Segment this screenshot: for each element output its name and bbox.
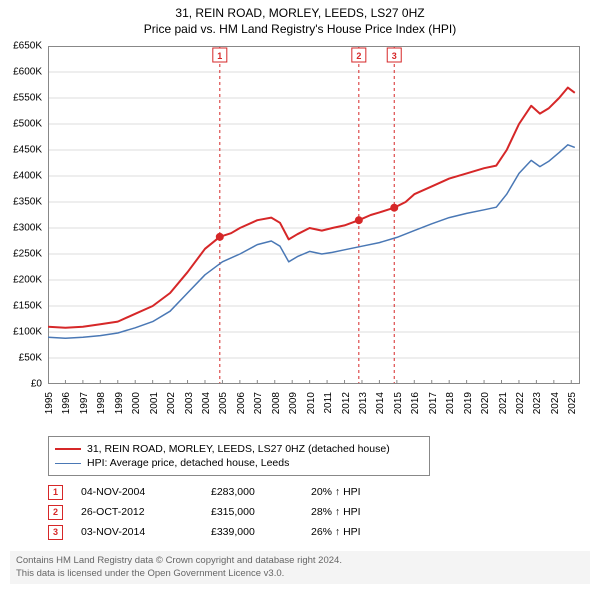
y-tick-label: £200K — [13, 275, 42, 286]
legend-swatch-price — [55, 448, 81, 450]
x-tick-label: 2000 — [131, 392, 142, 414]
x-tick-label: 2016 — [410, 392, 421, 414]
x-tick-label: 1995 — [44, 392, 55, 414]
x-tick-label: 2005 — [218, 392, 229, 414]
x-tick-label: 2020 — [480, 392, 491, 414]
y-tick-label: £550K — [13, 93, 42, 104]
y-tick-label: £100K — [13, 327, 42, 338]
chart-titles: 31, REIN ROAD, MORLEY, LEEDS, LS27 0HZ P… — [0, 0, 600, 37]
svg-text:2: 2 — [356, 51, 361, 61]
legend-swatch-hpi — [55, 463, 81, 464]
sale-date: 26-OCT-2012 — [81, 506, 211, 518]
sale-date: 03-NOV-2014 — [81, 526, 211, 538]
x-tick-label: 2025 — [567, 392, 578, 414]
y-axis-ticks: £0£50K£100K£150K£200K£250K£300K£350K£400… — [0, 46, 44, 384]
x-tick-label: 2022 — [515, 392, 526, 414]
sales-table: 1 04-NOV-2004£283,00020% ↑ HPI 2 26-OCT-201… — [48, 482, 411, 542]
title-line-1: 31, REIN ROAD, MORLEY, LEEDS, LS27 0HZ — [0, 6, 600, 22]
svg-text:3: 3 — [392, 51, 397, 61]
x-tick-label: 2012 — [341, 392, 352, 414]
x-tick-label: 2018 — [445, 392, 456, 414]
x-tick-label: 2002 — [166, 392, 177, 414]
y-tick-label: £250K — [13, 249, 42, 260]
sales-row: 2 26-OCT-2012£315,00028% ↑ HPI — [48, 502, 411, 522]
x-tick-label: 2013 — [358, 392, 369, 414]
x-tick-label: 2023 — [532, 392, 543, 414]
y-tick-label: £450K — [13, 145, 42, 156]
x-tick-label: 2007 — [253, 392, 264, 414]
footer-attribution: Contains HM Land Registry data © Crown c… — [10, 551, 590, 584]
y-tick-label: £50K — [19, 353, 42, 364]
y-tick-label: £350K — [13, 197, 42, 208]
title-line-2: Price paid vs. HM Land Registry's House … — [0, 22, 600, 38]
sale-diff: 28% ↑ HPI — [311, 506, 411, 518]
svg-text:1: 1 — [217, 51, 222, 61]
x-tick-label: 2001 — [149, 392, 160, 414]
x-tick-label: 2019 — [463, 392, 474, 414]
sale-price: £315,000 — [211, 506, 311, 518]
x-tick-label: 2008 — [271, 392, 282, 414]
legend-label-hpi: HPI: Average price, detached house, Leed… — [87, 457, 289, 469]
footer-line-1: Contains HM Land Registry data © Crown c… — [16, 555, 584, 567]
plot-area: 1 2 3 — [48, 46, 580, 384]
chart-container: 31, REIN ROAD, MORLEY, LEEDS, LS27 0HZ P… — [0, 0, 600, 590]
legend-row-hpi: HPI: Average price, detached house, Leed… — [55, 457, 423, 469]
x-tick-label: 1998 — [96, 392, 107, 414]
x-tick-label: 2003 — [184, 392, 195, 414]
x-axis-ticks: 1995199619971998199920002001200220032004… — [48, 388, 580, 434]
y-tick-label: £400K — [13, 171, 42, 182]
sale-date: 04-NOV-2004 — [81, 486, 211, 498]
sale-index-box: 3 — [48, 525, 63, 540]
x-tick-label: 2004 — [201, 392, 212, 414]
legend: 31, REIN ROAD, MORLEY, LEEDS, LS27 0HZ (… — [48, 436, 430, 476]
sale-price: £283,000 — [211, 486, 311, 498]
y-tick-label: £150K — [13, 301, 42, 312]
x-tick-label: 2017 — [428, 392, 439, 414]
footer-line-2: This data is licensed under the Open Gov… — [16, 568, 584, 580]
x-tick-label: 2024 — [550, 392, 561, 414]
x-tick-label: 2009 — [288, 392, 299, 414]
y-tick-label: £650K — [13, 41, 42, 52]
x-tick-label: 2010 — [306, 392, 317, 414]
sales-row: 1 04-NOV-2004£283,00020% ↑ HPI — [48, 482, 411, 502]
sale-index-box: 2 — [48, 505, 63, 520]
x-tick-label: 1997 — [79, 392, 90, 414]
x-tick-label: 2021 — [498, 392, 509, 414]
sale-price: £339,000 — [211, 526, 311, 538]
y-tick-label: £600K — [13, 67, 42, 78]
y-tick-label: £500K — [13, 119, 42, 130]
y-tick-label: £0 — [31, 379, 42, 390]
sale-diff: 20% ↑ HPI — [311, 486, 411, 498]
x-tick-label: 2006 — [236, 392, 247, 414]
sales-row: 3 03-NOV-2014£339,00026% ↑ HPI — [48, 522, 411, 542]
x-tick-label: 2015 — [393, 392, 404, 414]
x-tick-label: 1999 — [114, 392, 125, 414]
chart-svg: 1 2 3 — [48, 46, 580, 384]
x-tick-label: 1996 — [61, 392, 72, 414]
sale-index-box: 1 — [48, 485, 63, 500]
x-tick-label: 2011 — [323, 392, 334, 414]
legend-row-price: 31, REIN ROAD, MORLEY, LEEDS, LS27 0HZ (… — [55, 443, 423, 455]
x-tick-label: 2014 — [375, 392, 386, 414]
y-tick-label: £300K — [13, 223, 42, 234]
sale-diff: 26% ↑ HPI — [311, 526, 411, 538]
legend-label-price: 31, REIN ROAD, MORLEY, LEEDS, LS27 0HZ (… — [87, 443, 390, 455]
